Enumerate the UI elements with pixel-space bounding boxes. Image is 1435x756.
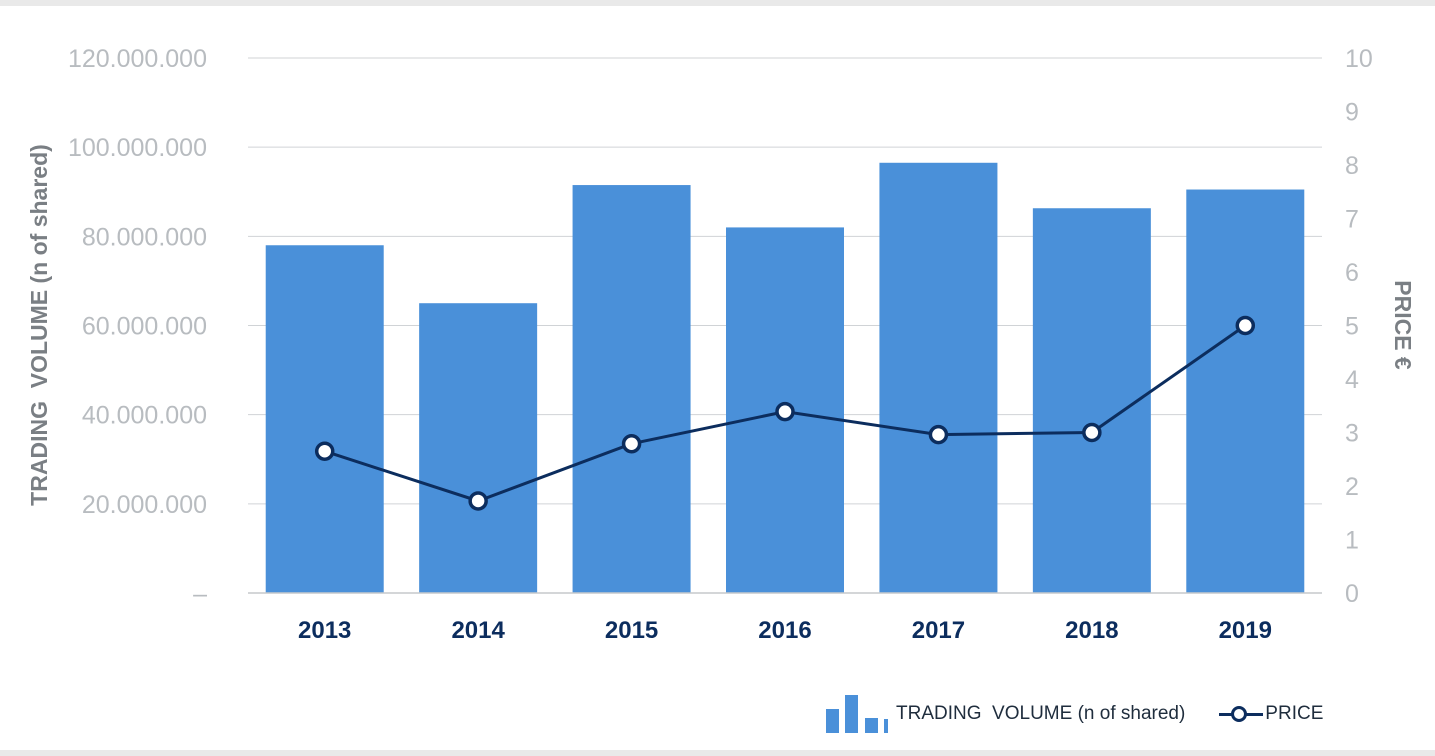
price-point [775,401,795,422]
y2-tick-label: 5 [1345,313,1359,341]
bar-swatch-icon [826,695,890,733]
price-point [1082,422,1102,443]
axis-layer: – 20.000.000 40.000.000 60.000.000 80.000.00… [68,45,1373,644]
y-tick-label: 100.000.000 [68,134,207,162]
price-point [468,491,488,511]
legend-label-volume: TRADING VOLUME (n of shared) [896,703,1186,724]
y2-tick-label: 3 [1345,420,1359,448]
y-tick-label: 60.000.000 [82,313,207,341]
y2-tick-label: 1 [1345,527,1359,555]
volume-bar [419,303,538,593]
line-swatch-icon [1219,704,1264,724]
legend-label-price: PRICE [1265,703,1324,724]
y-tick-label: 40.000.000 [82,402,207,430]
legend-item-volume: TRADING VOLUME (n of shared) [826,695,1185,733]
x-tick-label: 2018 [1065,617,1118,644]
line-layer [314,315,1256,511]
y2-tick-label: 2 [1345,473,1359,501]
y2-tick-label: 4 [1345,366,1359,394]
price-point [928,424,949,445]
y2-tick-label: 8 [1345,152,1359,180]
y2-tick-label: 6 [1345,259,1359,287]
y-tick-label: 20.000.000 [82,491,207,519]
legend-item-price: PRICE [1219,703,1323,725]
y-tick-label: 120.000.000 [68,45,207,73]
x-tick-label: 2017 [912,617,965,644]
volume-bar [1032,208,1151,593]
y2-tick-label: 0 [1345,580,1359,608]
bars-layer [265,162,1305,594]
x-tick-label: 2015 [605,617,658,644]
top-divider [0,0,1435,6]
volume-bar [265,245,384,593]
y2-tick-label: 9 [1345,99,1359,127]
y-tick-label: – [193,580,207,608]
volume-bar [572,185,691,593]
price-point [1235,315,1256,336]
price-point [314,441,335,461]
price-point [621,433,642,454]
y2-tick-label: 7 [1345,206,1359,234]
x-tick-label: 2016 [758,617,811,644]
volume-bar [879,162,998,594]
x-tick-label: 2013 [298,617,351,644]
x-tick-label: 2019 [1219,617,1272,644]
y-tick-label: 80.000.000 [82,223,207,251]
y2-tick-label: 10 [1345,45,1373,73]
y2-axis-title: PRICE € [1390,280,1416,370]
volume-bar [1186,189,1305,594]
y-axis-title: TRADING VOLUME (n of shared) [26,144,52,506]
legend: TRADING VOLUME (n of shared) PRICE [826,694,1357,734]
x-tick-label: 2014 [451,617,505,644]
bottom-divider [0,750,1435,756]
